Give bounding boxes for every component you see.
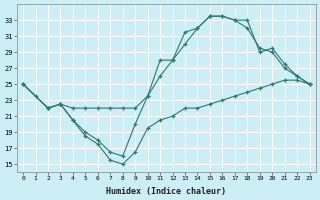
- X-axis label: Humidex (Indice chaleur): Humidex (Indice chaleur): [106, 187, 226, 196]
